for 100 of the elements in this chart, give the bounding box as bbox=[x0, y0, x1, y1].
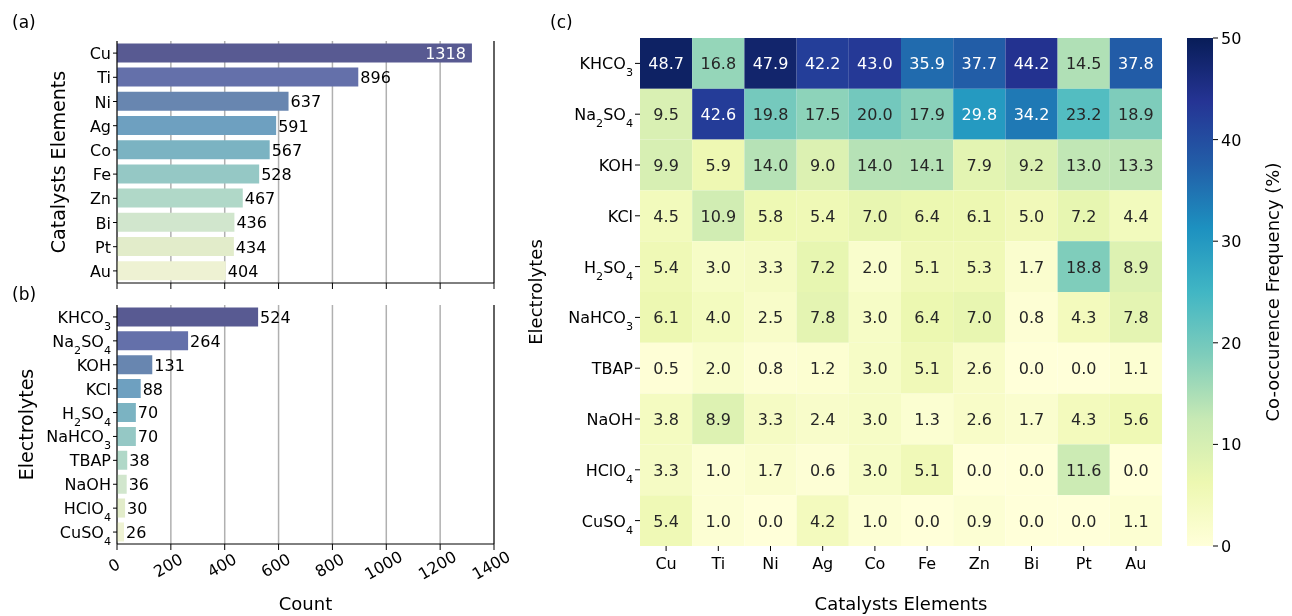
data-label: 42.6 bbox=[700, 105, 737, 125]
data-label: 42.2 bbox=[804, 54, 841, 74]
data-label: 14.5 bbox=[1065, 54, 1102, 74]
data-label: 6.1 bbox=[653, 308, 679, 328]
x-tick-label: Cu bbox=[655, 554, 677, 573]
data-label: 1.1 bbox=[1123, 359, 1149, 379]
data-label: 7.9 bbox=[966, 156, 993, 175]
x-tick-label: 400 bbox=[203, 549, 240, 582]
y-axis-title: Electrolytes bbox=[525, 239, 547, 345]
x-tick-label: 0 bbox=[105, 554, 124, 577]
data-label: 20.0 bbox=[857, 105, 893, 125]
data-label: 7.0 bbox=[966, 308, 993, 328]
bar bbox=[117, 116, 277, 136]
data-label: 0.0 bbox=[1070, 511, 1097, 531]
y-tick-label: Pt bbox=[95, 237, 111, 257]
data-label: 37.8 bbox=[1118, 54, 1154, 74]
bar bbox=[117, 237, 234, 257]
y-tick-label: KOH bbox=[76, 355, 111, 375]
y-tick-label: KCl bbox=[85, 379, 111, 399]
data-label: 3.3 bbox=[757, 410, 784, 429]
x-tick-label: Ti bbox=[710, 554, 726, 573]
data-label: 18.8 bbox=[1065, 257, 1102, 277]
y-tick-label: TBAP bbox=[68, 451, 112, 471]
data-label: 1.3 bbox=[914, 410, 940, 429]
bar bbox=[117, 91, 289, 111]
data-label: 30 bbox=[127, 499, 148, 519]
data-label: 7.0 bbox=[862, 206, 888, 226]
y-tick-label: Fe bbox=[92, 165, 111, 185]
data-label: 0.0 bbox=[1018, 359, 1045, 379]
y-tick-label: KCl bbox=[607, 206, 633, 226]
data-label: 0.0 bbox=[1018, 511, 1045, 531]
bar bbox=[117, 164, 260, 184]
data-label: 5.9 bbox=[705, 156, 732, 175]
data-label: 88 bbox=[142, 379, 164, 399]
data-label: 14.1 bbox=[909, 156, 945, 175]
data-label: 13.3 bbox=[1118, 156, 1154, 175]
data-label: 524 bbox=[260, 307, 291, 327]
data-label: 436 bbox=[236, 213, 267, 233]
chart-title: (c) bbox=[550, 12, 573, 32]
data-label: 6.4 bbox=[914, 308, 940, 328]
data-label: 4.4 bbox=[1123, 206, 1149, 226]
data-label: 0.0 bbox=[966, 460, 993, 480]
color-bar-label: 20 bbox=[1221, 333, 1242, 353]
x-axis-title: Catalysts Elements bbox=[814, 593, 988, 614]
data-label: 896 bbox=[360, 68, 391, 88]
data-label: 1.2 bbox=[809, 359, 836, 379]
data-label: 3.0 bbox=[862, 410, 888, 429]
data-label: 4.3 bbox=[1070, 308, 1097, 328]
data-label: 3.0 bbox=[862, 359, 888, 379]
data-label: 35.9 bbox=[909, 54, 945, 74]
data-label: 11.6 bbox=[1065, 460, 1102, 480]
data-label: 2.6 bbox=[966, 410, 993, 429]
data-label: 0.0 bbox=[757, 511, 784, 531]
data-label: 404 bbox=[227, 261, 259, 281]
data-label: 264 bbox=[190, 331, 221, 351]
data-label: 3.0 bbox=[862, 460, 888, 480]
x-tick-label: Ag bbox=[812, 554, 834, 573]
data-label: 38 bbox=[129, 451, 150, 471]
data-label: 0.8 bbox=[757, 359, 784, 379]
data-label: 19.8 bbox=[752, 105, 789, 125]
y-tick-label: H$_{2}$SO$_{4}$ bbox=[61, 403, 111, 429]
data-label: 7.8 bbox=[809, 308, 836, 328]
data-label: 0.8 bbox=[1018, 308, 1045, 328]
color-bar-label: 30 bbox=[1221, 232, 1242, 252]
data-label: 0.5 bbox=[653, 359, 679, 379]
data-label: 5.1 bbox=[914, 359, 940, 379]
data-label: 8.9 bbox=[1123, 257, 1149, 277]
y-axis-title: Electrolytes bbox=[14, 368, 37, 481]
bar bbox=[117, 261, 226, 281]
data-label: 43.0 bbox=[857, 54, 893, 74]
data-label: 17.9 bbox=[909, 105, 945, 125]
x-tick-label: Zn bbox=[968, 554, 990, 573]
data-label: 14.0 bbox=[752, 156, 789, 175]
y-tick-label: H$_{2}$SO$_{4}$ bbox=[583, 257, 633, 283]
data-label: 1.7 bbox=[1018, 410, 1045, 429]
data-label: 4.2 bbox=[809, 511, 836, 531]
data-label: 6.1 bbox=[966, 206, 993, 226]
data-label: 1.7 bbox=[1018, 257, 1045, 277]
data-label: 1318 bbox=[425, 43, 466, 63]
data-label: 9.2 bbox=[1018, 156, 1045, 175]
data-label: 9.9 bbox=[653, 156, 679, 175]
data-label: 3.3 bbox=[653, 460, 679, 480]
bar bbox=[117, 67, 359, 87]
data-label: 591 bbox=[278, 116, 309, 136]
x-tick-label: Bi bbox=[1023, 554, 1040, 573]
data-label: 4.3 bbox=[1070, 410, 1097, 429]
data-label: 567 bbox=[271, 140, 303, 160]
data-label: 3.0 bbox=[862, 308, 888, 328]
data-label: 2.6 bbox=[966, 359, 993, 379]
data-label: 131 bbox=[154, 355, 185, 375]
data-label: 5.0 bbox=[1018, 206, 1045, 226]
x-axis-title: Count bbox=[278, 593, 333, 614]
color-bar-label: 40 bbox=[1221, 130, 1242, 150]
y-tick-label: HClO$_{4}$ bbox=[63, 499, 111, 524]
y-axis-title: Catalysts Elements bbox=[46, 70, 69, 254]
y-tick-label: Au bbox=[89, 261, 111, 281]
data-label: 26 bbox=[126, 522, 147, 542]
data-label: 70 bbox=[137, 403, 159, 423]
data-label: 47.9 bbox=[752, 54, 789, 74]
y-tick-label: NaOH bbox=[586, 410, 633, 429]
